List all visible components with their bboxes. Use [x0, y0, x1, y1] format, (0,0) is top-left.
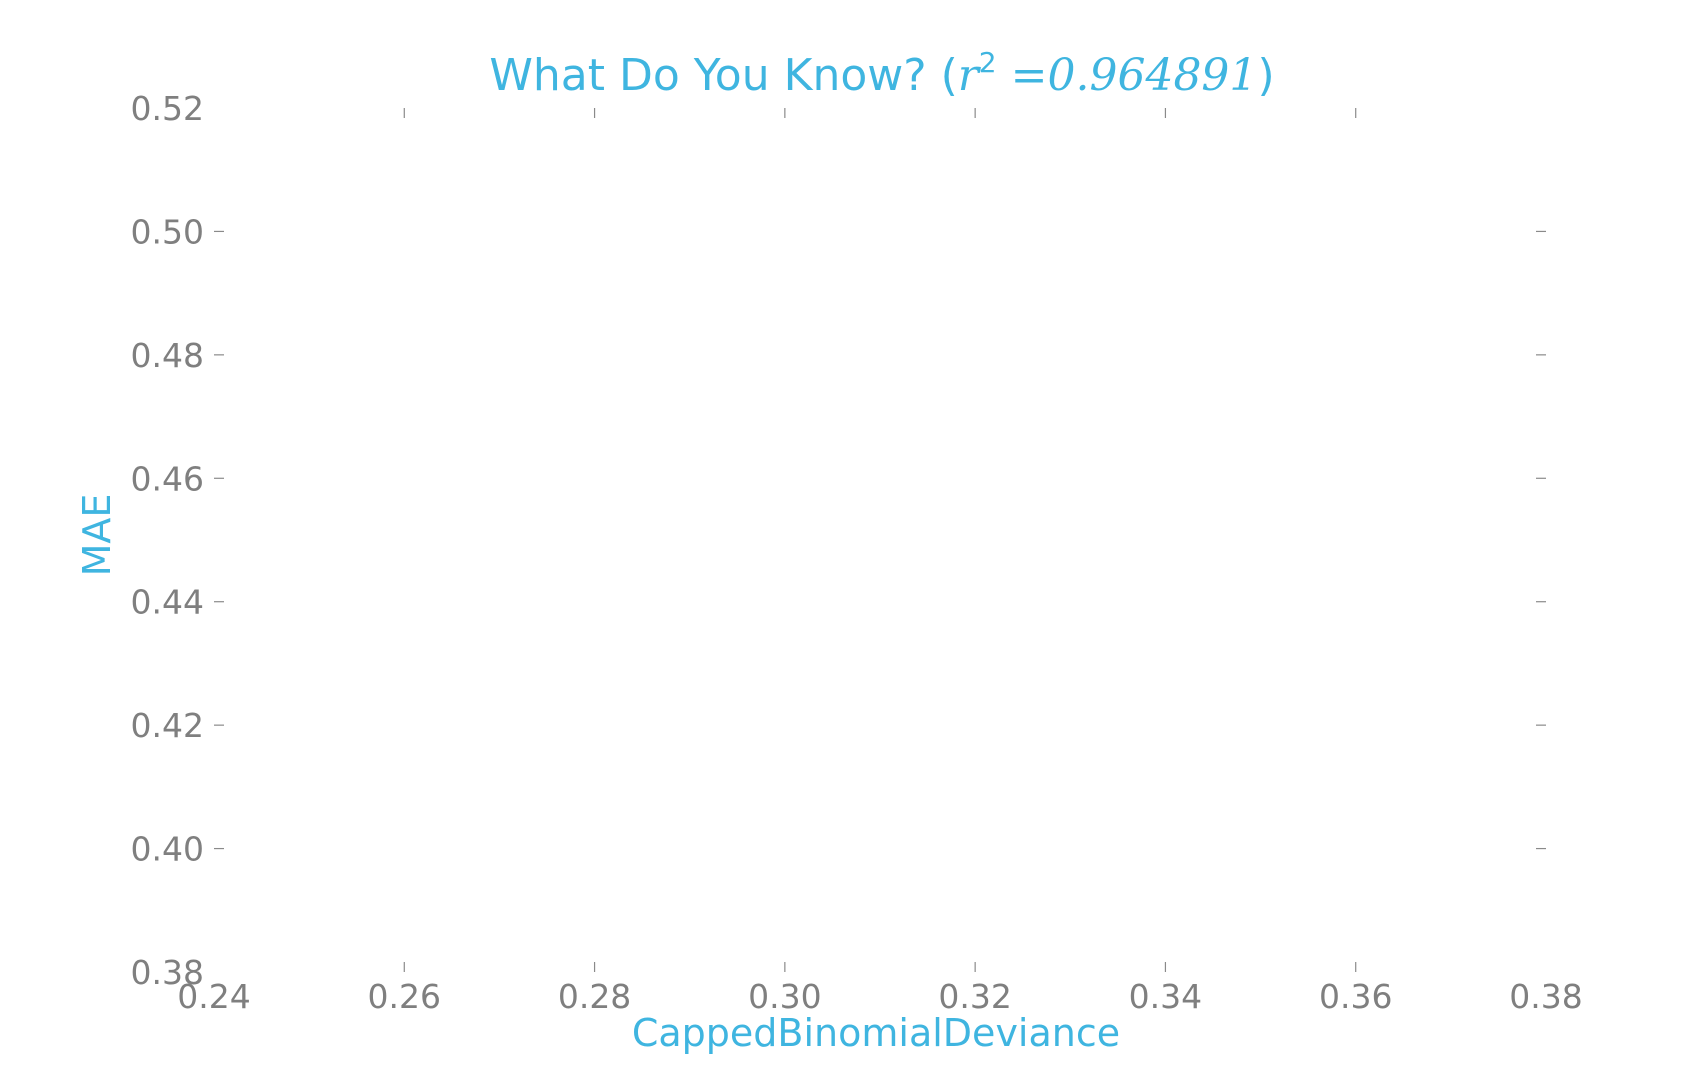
y-tick-label: 0.50: [131, 212, 204, 251]
y-tick-label: 0.38: [131, 953, 204, 992]
chart-title: What Do You Know? (r2 =0.964891): [489, 46, 1274, 101]
y-tick-label: 0.52: [131, 89, 204, 128]
y-axis-label: MAE: [75, 494, 119, 577]
title-math-r: r: [958, 50, 982, 101]
x-tick-label: 0.24: [177, 977, 250, 1016]
y-tick-label: 0.40: [131, 830, 204, 869]
x-tick-label: 0.28: [558, 977, 631, 1016]
y-tick-label: 0.44: [131, 583, 204, 622]
title-superscript: 2: [979, 46, 997, 79]
x-tick-label: 0.26: [368, 977, 441, 1016]
x-tick-label: 0.36: [1319, 977, 1392, 1016]
x-axis-ticks: 0.24 0.26 0.28 0.30 0.32 0.34 0.36 0.38: [177, 108, 1583, 1016]
y-tick-label: 0.46: [131, 459, 204, 498]
y-tick-label: 0.48: [131, 336, 204, 375]
title-suffix: ): [1257, 50, 1274, 101]
x-tick-label: 0.34: [1129, 977, 1202, 1016]
x-tick-label: 0.32: [938, 977, 1011, 1016]
x-tick-label: 0.30: [748, 977, 821, 1016]
y-axis-ticks: 0.38 0.40 0.42 0.44 0.46 0.48 0.50 0.52: [131, 89, 1546, 992]
y-tick-label: 0.42: [131, 706, 204, 745]
x-axis-label: CappedBinomialDeviance: [632, 1011, 1120, 1055]
title-prefix: What Do You Know? (: [489, 50, 957, 101]
title-value: =0.964891: [997, 50, 1258, 101]
x-tick-label: 0.38: [1509, 977, 1582, 1016]
